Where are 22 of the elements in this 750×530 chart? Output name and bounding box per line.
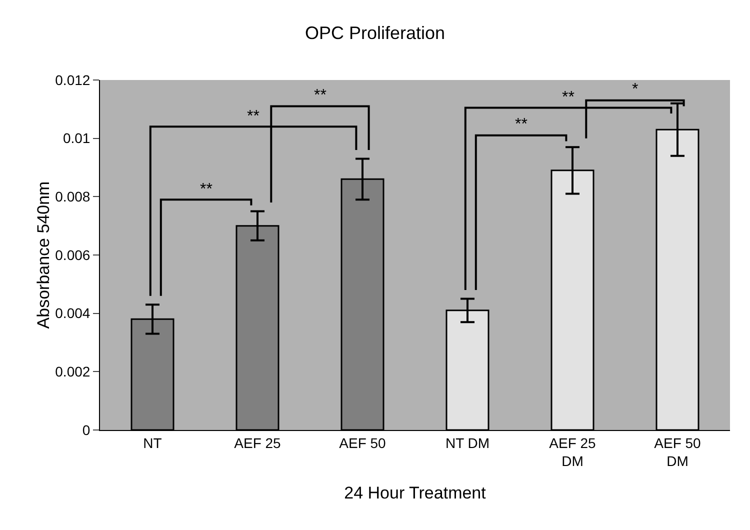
chart-title: OPC Proliferation <box>304 23 446 44</box>
y-tick-label: 0.006 <box>55 246 90 263</box>
annotation: ** <box>515 116 528 133</box>
annotation: ** <box>200 181 212 198</box>
annotation: ** <box>314 87 326 104</box>
annotation: * <box>632 81 638 98</box>
x-tick-label: AEF 50 DM <box>654 434 702 469</box>
y-tick-label: 0 <box>82 422 90 438</box>
annotation: ** <box>562 89 574 106</box>
x-tick-label: AEF 25 DM <box>549 434 596 469</box>
x-tick-label: AEF 50 <box>339 434 386 451</box>
y-tick-label: 0.002 <box>55 364 90 380</box>
annotation: ** <box>247 108 260 125</box>
x-tick-label: NT <box>143 434 162 451</box>
x-axis-title: 24 Hour Treatment <box>344 483 486 502</box>
y-tick-label: 0.004 <box>55 305 90 322</box>
x-tick-label: AEF 25 <box>234 434 282 451</box>
y-tick-label: 0.012 <box>55 72 90 88</box>
y-tick-label: 0.008 <box>55 188 90 205</box>
x-tick-label: NT DM <box>445 434 490 451</box>
y-axis-title: Absorbance 540nm <box>34 181 54 329</box>
y-tick-label: 0.01 <box>62 130 90 146</box>
